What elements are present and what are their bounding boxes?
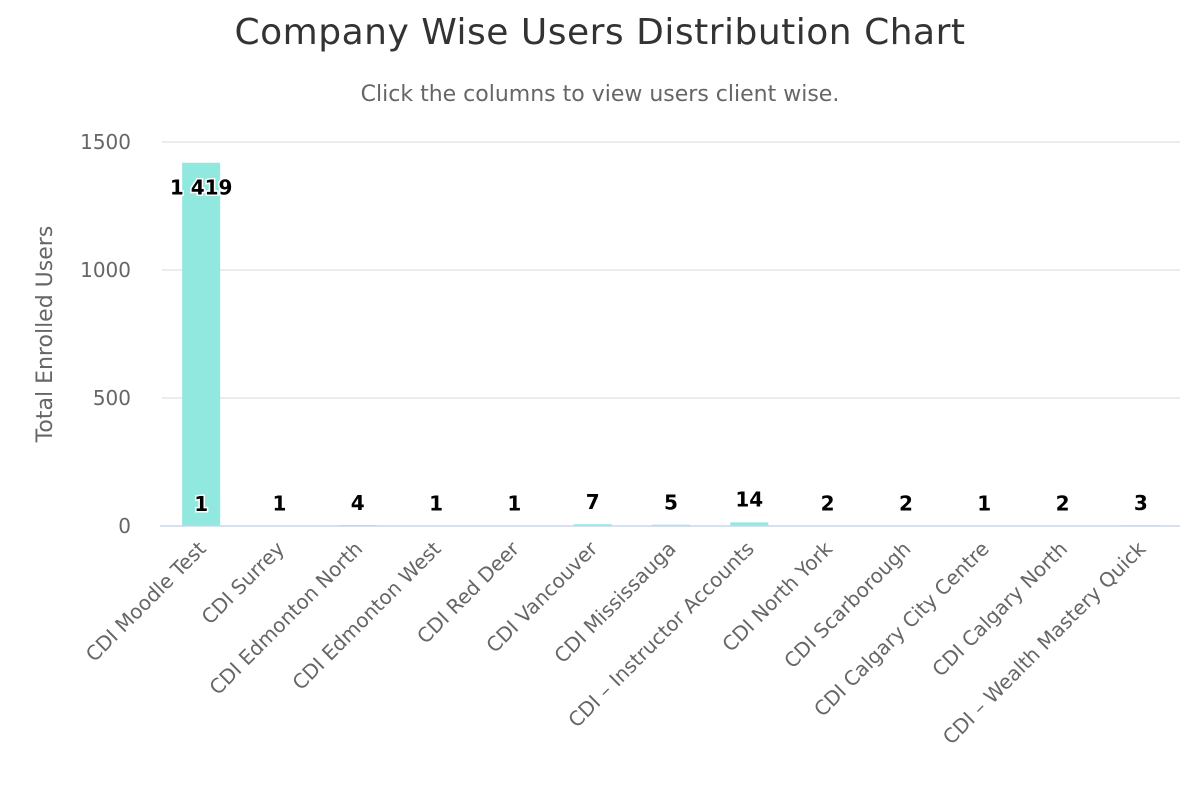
- bar[interactable]: [730, 522, 769, 526]
- chart-subtitle: Click the columns to view users client w…: [360, 82, 840, 107]
- data-label: 1 419: [170, 176, 233, 200]
- data-label: 1: [429, 492, 443, 516]
- bars: [182, 162, 1160, 526]
- data-label: 14: [735, 487, 763, 511]
- data-label: 4: [351, 491, 365, 515]
- data-label: 2: [821, 491, 835, 515]
- data-label: 1: [273, 492, 287, 516]
- x-category-label: CDI Calgary North: [927, 537, 1072, 682]
- data-label: 1: [507, 492, 521, 516]
- y-axis-title: Total Enrolled Users: [33, 226, 58, 444]
- bar[interactable]: [182, 162, 221, 526]
- data-label-extra: 1: [194, 492, 208, 516]
- y-axis-ticks: 0 500 1000 1500: [80, 130, 131, 538]
- data-label: 2: [1056, 491, 1070, 515]
- data-label: 2: [899, 491, 913, 515]
- bar[interactable]: [573, 524, 612, 526]
- gridlines: [162, 141, 1180, 399]
- y-tick-label: 1000: [80, 258, 131, 282]
- data-label: 3: [1134, 491, 1148, 515]
- x-category-label: CDI Edmonton West: [287, 536, 445, 694]
- data-label: 1: [977, 492, 991, 516]
- x-category-label: CDI Moodle Test: [81, 536, 211, 666]
- data-label: 5: [664, 491, 678, 515]
- data-label: 7: [586, 490, 600, 514]
- chart-title: Company Wise Users Distribution Chart: [234, 12, 966, 53]
- x-category-label: CDI Edmonton North: [204, 537, 367, 700]
- y-tick-label: 500: [93, 386, 131, 410]
- y-tick-label: 0: [118, 514, 131, 538]
- y-tick-label: 1500: [80, 130, 131, 154]
